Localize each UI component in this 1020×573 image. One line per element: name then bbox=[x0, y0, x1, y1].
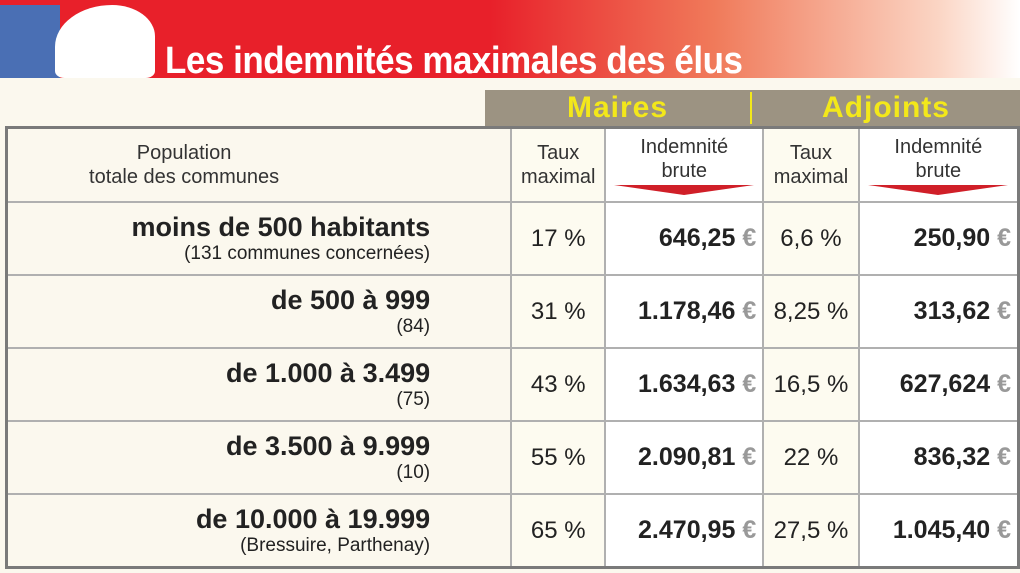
amount: 836,32 bbox=[913, 443, 991, 471]
amount: 646,25 bbox=[658, 224, 736, 252]
population-cell: de 10.000 à 19.999 (Bressuire, Parthenay) bbox=[5, 493, 513, 569]
maires-taux: 17 % bbox=[510, 201, 607, 276]
euro-sign: € bbox=[997, 370, 1011, 398]
amount: 1.634,63 bbox=[638, 370, 736, 398]
population-detail: (10) bbox=[396, 462, 431, 483]
adjoints-indemnite: 836,32 € bbox=[857, 420, 1020, 495]
header-adjoints-indemnite: Indemnité brute bbox=[857, 126, 1020, 203]
euro-sign: € bbox=[997, 297, 1011, 325]
adjoints-indemnite: 1.045,40 € bbox=[857, 493, 1020, 569]
euro-sign: € bbox=[997, 443, 1011, 471]
euro-sign: € bbox=[742, 297, 757, 325]
population-detail: (75) bbox=[396, 389, 431, 410]
amount: 313,62 bbox=[913, 297, 991, 325]
population-range: de 3.500 à 9.999 bbox=[225, 431, 431, 461]
euro-sign: € bbox=[997, 224, 1011, 252]
amount: 627,624 bbox=[899, 370, 991, 398]
group-divider bbox=[750, 92, 752, 124]
population-cell: de 500 à 999 (84) bbox=[5, 274, 513, 349]
population-range: de 1.000 à 3.499 bbox=[225, 358, 431, 388]
group-adjoints: Adjoints bbox=[822, 91, 950, 124]
population-range: de 500 à 999 bbox=[271, 285, 431, 315]
amount: 2.470,95 bbox=[638, 516, 736, 544]
marianne-logo-blue bbox=[0, 5, 60, 78]
adjoints-indemnite: 627,624 € bbox=[857, 347, 1020, 422]
maires-taux: 31 % bbox=[510, 274, 607, 349]
euro-sign: € bbox=[742, 370, 757, 398]
header-adjoints-taux: Taux maximal bbox=[762, 126, 860, 203]
table-row: de 3.500 à 9.999 (10) 55 % 2.090,81 € 22 … bbox=[5, 420, 1020, 495]
arrow-down-icon bbox=[614, 185, 755, 195]
maires-indemnite: 1.178,46 € bbox=[604, 274, 765, 349]
adjoints-indemnite: 250,90 € bbox=[857, 201, 1020, 276]
population-detail: (Bressuire, Parthenay) bbox=[240, 535, 431, 556]
adjoints-taux: 27,5 % bbox=[762, 493, 860, 569]
population-cell: de 1.000 à 3.499 (75) bbox=[5, 347, 513, 422]
population-range: de 10.000 à 19.999 bbox=[195, 504, 431, 534]
group-maires: Maires bbox=[566, 91, 669, 124]
population-cell: de 3.500 à 9.999 (10) bbox=[5, 420, 513, 495]
amount: 1.045,40 bbox=[892, 516, 991, 544]
maires-taux: 65 % bbox=[510, 493, 607, 569]
adjoints-taux: 22 % bbox=[762, 420, 860, 495]
title-banner bbox=[0, 0, 1020, 78]
table-row: de 10.000 à 19.999 (Bressuire, Parthenay)… bbox=[5, 493, 1020, 569]
population-detail: (131 communes concernées) bbox=[184, 243, 431, 264]
header-label: Indemnité brute bbox=[640, 136, 729, 182]
population-detail: (84) bbox=[396, 316, 431, 337]
amount: 1.178,46 bbox=[638, 297, 736, 325]
table-row: moins de 500 habitants (131 communes conc… bbox=[5, 201, 1020, 276]
arrow-down-icon bbox=[868, 185, 1009, 195]
column-header-row: Population totale des communes Taux maxi… bbox=[5, 126, 1020, 203]
amount: 2.090,81 bbox=[638, 443, 736, 471]
euro-sign: € bbox=[742, 443, 757, 471]
euro-sign: € bbox=[742, 516, 757, 544]
maires-indemnite: 1.634,63 € bbox=[604, 347, 765, 422]
indemnites-table: Population totale des communes Taux maxi… bbox=[5, 126, 1020, 569]
amount: 250,90 bbox=[913, 224, 991, 252]
maires-indemnite: 2.090,81 € bbox=[604, 420, 765, 495]
maires-indemnite: 2.470,95 € bbox=[604, 493, 765, 569]
maires-indemnite: 646,25 € bbox=[604, 201, 765, 276]
header-maires-taux: Taux maximal bbox=[510, 126, 607, 203]
euro-sign: € bbox=[997, 516, 1011, 544]
page-title: Les indemnités maximales des élus bbox=[165, 40, 743, 82]
adjoints-taux: 8,25 % bbox=[762, 274, 860, 349]
header-maires-indemnite: Indemnité brute bbox=[604, 126, 765, 203]
maires-taux: 55 % bbox=[510, 420, 607, 495]
header-label: Indemnité brute bbox=[894, 136, 983, 182]
adjoints-taux: 16,5 % bbox=[762, 347, 860, 422]
marianne-logo-profile bbox=[55, 5, 155, 78]
group-header-band: Maires Adjoints bbox=[485, 90, 1020, 126]
euro-sign: € bbox=[742, 224, 757, 252]
population-cell: moins de 500 habitants (131 communes conc… bbox=[5, 201, 513, 276]
population-range: moins de 500 habitants bbox=[131, 212, 431, 242]
adjoints-indemnite: 313,62 € bbox=[857, 274, 1020, 349]
adjoints-taux: 6,6 % bbox=[762, 201, 860, 276]
maires-taux: 43 % bbox=[510, 347, 607, 422]
header-population: Population totale des communes bbox=[5, 126, 513, 203]
table-row: de 500 à 999 (84) 31 % 1.178,46 € 8,25 % … bbox=[5, 274, 1020, 349]
table-row: de 1.000 à 3.499 (75) 43 % 1.634,63 € 16,… bbox=[5, 347, 1020, 422]
